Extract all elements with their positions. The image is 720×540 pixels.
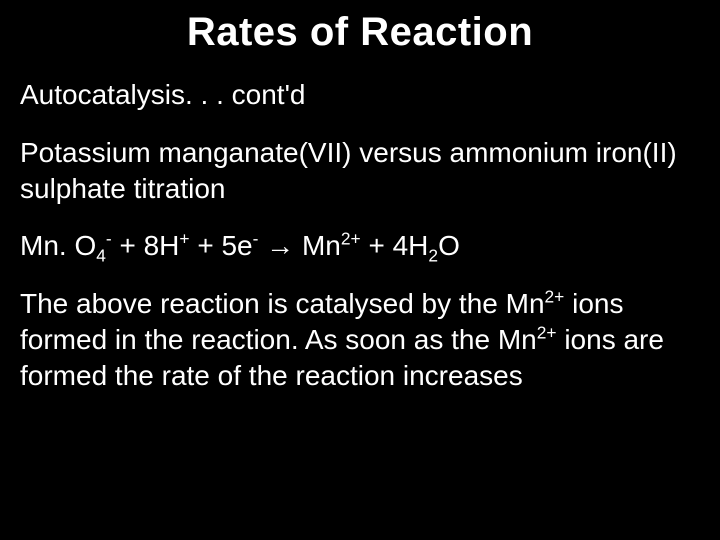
explanation: The above reaction is catalysed by the M… (20, 286, 700, 393)
catalyst-charge: 2+ (545, 287, 565, 307)
eq-sup: + (179, 229, 189, 249)
eq-coeff: 4 (393, 230, 409, 261)
catalyst-charge: 2+ (537, 323, 557, 343)
eq-arrow: → (258, 230, 302, 261)
eq-species: e (237, 230, 253, 261)
eq-coeff: 5 (221, 230, 237, 261)
eq-plus: + (190, 230, 222, 261)
eq-sub: 4 (96, 246, 106, 266)
slide-title: Rates of Reaction (20, 10, 700, 55)
eq-species: O (438, 230, 460, 261)
description: Potassium manganate(VII) versus ammonium… (20, 135, 700, 207)
eq-species: H (159, 230, 179, 261)
eq-sup: 2+ (341, 229, 361, 249)
chemical-equation: Mn. O4- + 8H+ + 5e- → Mn2+ + 4H2O (20, 228, 700, 264)
subtitle: Autocatalysis. . . cont'd (20, 77, 700, 113)
explanation-text: The above reaction is catalysed by the (20, 288, 506, 319)
catalyst-species: Mn (506, 288, 545, 319)
eq-species: H (408, 230, 428, 261)
eq-species: Mn. O (20, 230, 96, 261)
eq-plus: + (361, 230, 393, 261)
eq-plus: + (112, 230, 144, 261)
eq-coeff: 8 (144, 230, 160, 261)
catalyst-species: Mn (498, 324, 537, 355)
eq-species: Mn (302, 230, 341, 261)
eq-sub: 2 (428, 246, 438, 266)
